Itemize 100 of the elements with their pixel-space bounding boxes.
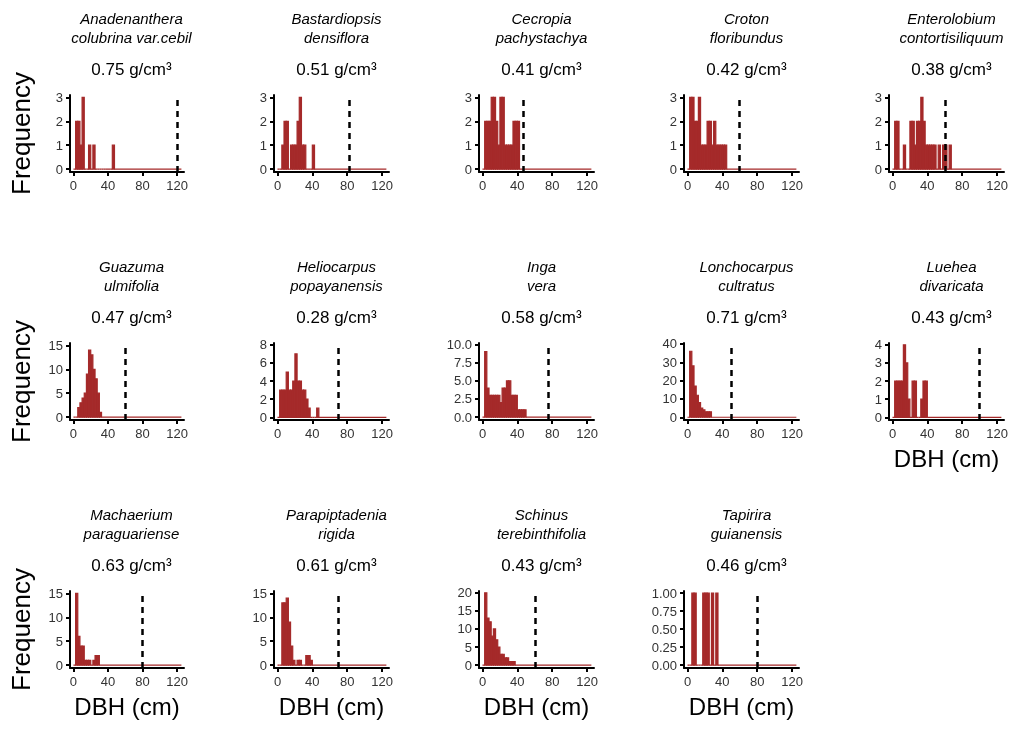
- y-tick-label: 3: [874, 89, 882, 105]
- y-tick-label: 10: [48, 609, 63, 625]
- chart-title: Anadenanthera colubrina var.cebil: [71, 10, 193, 46]
- chart-title: Schinus terebinthifolia: [496, 506, 587, 542]
- y-tick-label: 5: [55, 385, 63, 401]
- chart-subtitle: 0.71 g/cm³: [706, 308, 787, 327]
- x-tick-label: 40: [715, 426, 730, 441]
- y-tick-label: 0: [259, 161, 267, 177]
- x-tick-label: 40: [100, 178, 116, 193]
- x-tick-label: 80: [135, 178, 150, 193]
- x-tick-label: 0: [888, 178, 897, 193]
- y-tick-label: 4: [874, 337, 882, 353]
- x-tick-label: 0: [273, 674, 282, 689]
- y-tick-label: 0: [55, 161, 63, 177]
- y-tick-label: 20: [662, 373, 677, 389]
- y-tick-label: 15: [252, 585, 267, 601]
- chart-title: Lonchocarpus cultratus: [699, 258, 795, 294]
- y-tick-label: 15: [48, 337, 63, 353]
- x-tick-label: 80: [544, 674, 560, 689]
- chart-title: Machaerium paraguariense: [82, 506, 180, 542]
- x-tick-label: 0: [69, 426, 78, 441]
- y-tick-label: 3: [55, 89, 63, 105]
- y-tick-label: 1: [669, 137, 677, 153]
- y-tick-label: 10: [48, 361, 63, 377]
- x-tick-label: 0: [888, 426, 897, 441]
- y-tick-label: 2: [464, 113, 472, 129]
- y-tick-label: 3: [874, 355, 882, 371]
- chart-title: Heliocarpus popayanensis: [289, 258, 384, 294]
- x-tick-label: 120: [986, 178, 1008, 193]
- y-tick-label: 1: [259, 137, 267, 153]
- x-tick-label: 40: [305, 426, 320, 441]
- x-tick-label: 120: [371, 426, 393, 441]
- x-tick-label: 80: [954, 178, 970, 193]
- x-tick-label: 120: [986, 426, 1008, 441]
- y-tick-label: 2: [874, 113, 882, 129]
- chart-title: Luehea divaricata: [919, 258, 984, 294]
- y-tick-label: 2: [874, 373, 882, 389]
- x-tick-label: 40: [100, 674, 116, 689]
- x-tick-label: 40: [715, 178, 730, 193]
- x-tick-label: 80: [749, 674, 765, 689]
- x-tick-label: 0: [273, 426, 282, 441]
- y-tick-label: 40: [662, 336, 677, 352]
- chart-title: Tapirira guianensis: [710, 506, 783, 542]
- y-tick-label: 10: [662, 391, 677, 407]
- x-tick-label: 0: [683, 178, 692, 193]
- x-tick-label: 120: [371, 178, 393, 193]
- y-tick-label: 8: [259, 337, 267, 353]
- y-tick-label: 1: [464, 137, 472, 153]
- y-tick-label: 20: [457, 585, 472, 601]
- y-tick-label: 10.0: [446, 336, 472, 352]
- x-tick-label: 40: [510, 674, 525, 689]
- y-tick-label: 1: [55, 137, 63, 153]
- y-tick-label: 0.25: [651, 639, 677, 655]
- y-tick-label: 3: [259, 89, 267, 105]
- x-axis-title: DBH (cm): [278, 692, 385, 720]
- chart-subtitle: 0.38 g/cm³: [911, 60, 992, 79]
- x-tick-label: 80: [749, 178, 765, 193]
- x-tick-label: 40: [305, 178, 320, 193]
- chart-title: Inga vera: [526, 258, 557, 294]
- chart-subtitle: 0.75 g/cm³: [91, 60, 172, 79]
- y-tick-label: 5.0: [453, 373, 472, 389]
- y-tick-label: 1: [874, 137, 882, 153]
- chart-title: Parapiptadenia rigida: [286, 506, 387, 542]
- chart-subtitle: 0.61 g/cm³: [296, 556, 377, 575]
- x-tick-label: 120: [166, 674, 188, 689]
- x-tick-label: 120: [576, 426, 598, 441]
- x-tick-label: 0: [478, 426, 487, 441]
- x-tick-label: 120: [166, 178, 188, 193]
- chart-subtitle: 0.43 g/cm³: [501, 556, 582, 575]
- x-tick-label: 40: [305, 674, 320, 689]
- x-axis-title: DBH (cm): [688, 692, 795, 720]
- x-tick-label: 80: [339, 426, 355, 441]
- y-tick-label: 7.5: [453, 355, 472, 371]
- y-tick-label: 5: [55, 633, 63, 649]
- y-tick-label: 0: [464, 657, 472, 673]
- x-tick-label: 40: [100, 426, 116, 441]
- chart-title: Enterolobium contortisiliquum: [899, 10, 1004, 46]
- y-tick-label: 10: [252, 609, 267, 625]
- x-tick-label: 120: [576, 674, 598, 689]
- x-tick-label: 120: [781, 674, 803, 689]
- y-tick-label: 1: [874, 391, 882, 407]
- x-tick-label: 80: [749, 426, 765, 441]
- x-tick-label: 80: [544, 178, 560, 193]
- x-tick-label: 80: [339, 674, 355, 689]
- chart-title: Guazuma ulmifolia: [98, 258, 165, 294]
- y-tick-label: 0: [874, 161, 882, 177]
- x-tick-label: 40: [510, 426, 525, 441]
- x-tick-label: 0: [273, 178, 282, 193]
- x-tick-label: 0: [69, 674, 78, 689]
- x-tick-label: 40: [920, 426, 935, 441]
- y-tick-label: 10: [457, 621, 472, 637]
- y-tick-label: 3: [464, 89, 472, 105]
- y-tick-label: 0: [259, 657, 267, 673]
- x-tick-label: 0: [683, 426, 692, 441]
- y-tick-label: 2.5: [453, 391, 472, 407]
- y-tick-label: 15: [48, 585, 63, 601]
- y-tick-label: 0.50: [651, 621, 677, 637]
- x-tick-label: 80: [339, 178, 355, 193]
- x-tick-label: 80: [544, 426, 560, 441]
- y-tick-label: 30: [662, 354, 677, 370]
